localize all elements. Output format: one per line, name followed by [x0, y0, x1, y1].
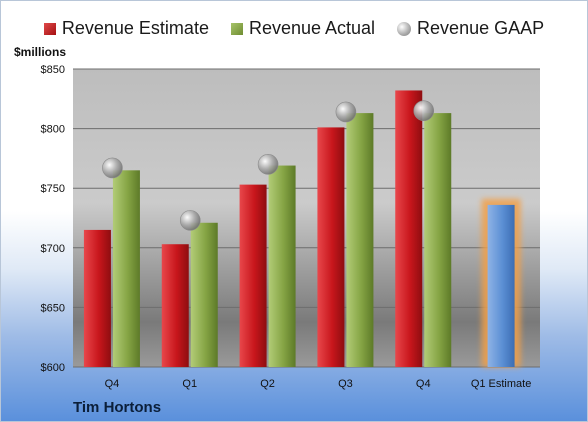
- legend-label-gaap: Revenue GAAP: [417, 18, 545, 38]
- y-tick-label: $800: [41, 124, 65, 136]
- point-revenue-gaap: [257, 154, 279, 175]
- bar-revenue-actual: [346, 113, 374, 367]
- bars-group: [83, 90, 521, 368]
- legend-label-actual: Revenue Actual: [248, 18, 376, 38]
- point-revenue-gaap: [413, 100, 435, 122]
- legend-item-actual: Revenue Actual: [230, 18, 376, 39]
- x-tick-label: Q4: [105, 378, 120, 390]
- y-tick-label: $650: [41, 302, 65, 314]
- point-revenue-gaap: [179, 210, 201, 231]
- y-tick-label: $700: [41, 243, 65, 255]
- legend-item-gaap: Revenue GAAP: [397, 18, 544, 39]
- legend-swatch-actual: [230, 22, 243, 35]
- bar-forward-estimate: [487, 204, 515, 367]
- bar-revenue-actual: [424, 113, 452, 367]
- bar-revenue-estimate: [239, 184, 267, 367]
- company-name: Tim Hortons: [73, 399, 162, 416]
- x-tick-label: Q1: [182, 378, 197, 390]
- y-tick-label: $600: [41, 362, 65, 374]
- bar-revenue-estimate: [395, 90, 423, 368]
- x-tick-label: Q2: [260, 378, 275, 390]
- legend-swatch-estimate: [43, 22, 56, 35]
- plot-area: [73, 69, 540, 367]
- y-axis-ticks: $600 $650 $700 $750 $800 $850: [41, 64, 65, 374]
- bar-revenue-estimate: [161, 244, 189, 367]
- x-tick-label: Q4: [416, 378, 431, 390]
- gridlines: [73, 68, 540, 368]
- bar-revenue-actual: [112, 170, 140, 367]
- x-tick-label: Q3: [338, 378, 353, 390]
- bar-revenue-estimate: [83, 229, 111, 367]
- bar-revenue-estimate: [317, 127, 345, 368]
- point-revenue-gaap: [102, 157, 123, 179]
- point-revenue-gaap: [335, 101, 357, 123]
- x-tick-label: Q1 Estimate: [471, 378, 532, 390]
- legend-marker-gaap: [397, 21, 412, 36]
- x-axis-ticks: Q4 Q1 Q2 Q3 Q4 Q1 Estimate: [105, 378, 532, 390]
- y-axis-unit-label: $millions: [14, 45, 67, 59]
- y-tick-label: $850: [41, 64, 65, 76]
- legend-label-estimate: Revenue Estimate: [61, 18, 209, 38]
- legend-item-estimate: Revenue Estimate: [43, 18, 209, 39]
- bar-revenue-actual: [190, 222, 218, 367]
- bar-revenue-actual: [268, 165, 296, 367]
- chart-legend: Revenue Estimate Revenue Actual Revenue …: [1, 18, 587, 39]
- y-tick-label: $750: [41, 183, 65, 195]
